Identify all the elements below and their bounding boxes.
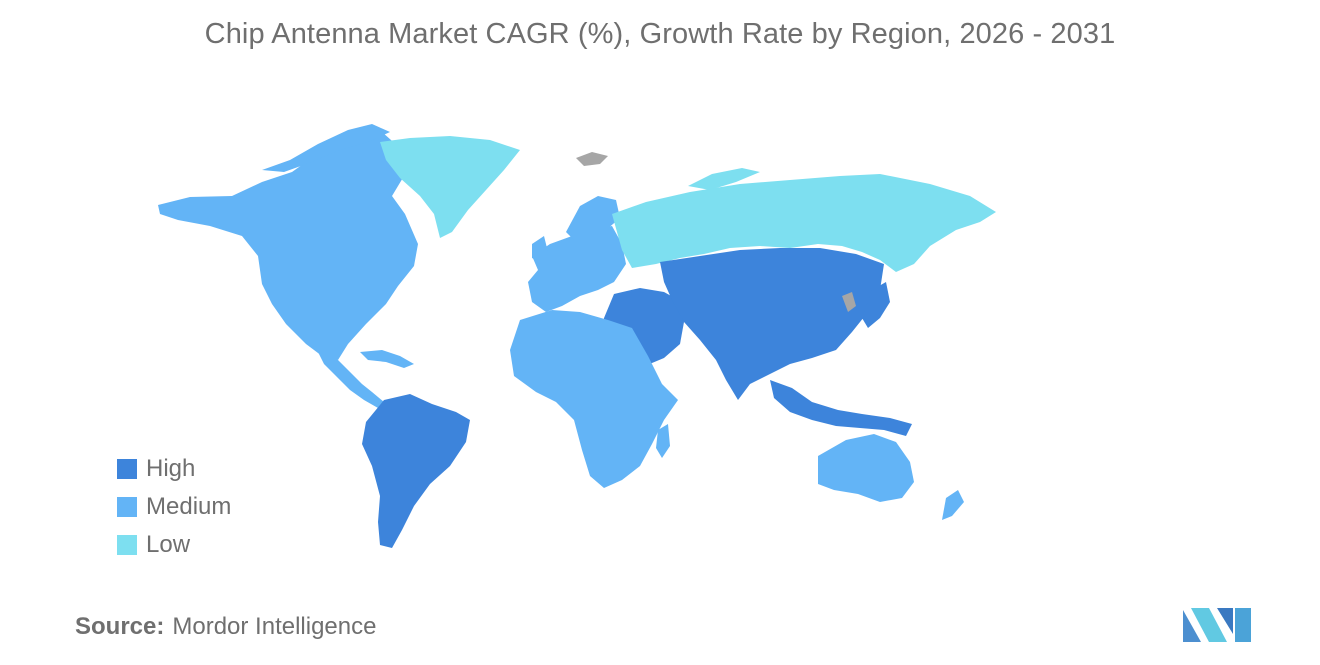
legend-label-high: High [146, 455, 196, 482]
region-central-america[interactable] [318, 352, 384, 408]
region-japan[interactable] [862, 282, 890, 328]
region-south-america[interactable] [362, 394, 470, 548]
legend-item-low: Low [117, 526, 231, 564]
region-australia[interactable] [818, 434, 914, 502]
legend-label-medium: Medium [146, 493, 232, 520]
chart-title: Chip Antenna Market CAGR (%), Growth Rat… [204, 18, 1116, 50]
region-svalbard[interactable] [576, 152, 608, 166]
source-value: Mordor Intelligence [172, 613, 377, 640]
mordor-intelligence-logo-icon [1183, 608, 1251, 642]
legend-swatch-high [117, 459, 137, 479]
region-scandinavia[interactable] [566, 196, 620, 240]
region-madagascar[interactable] [656, 424, 670, 458]
region-southeast-asia[interactable] [770, 380, 912, 436]
region-russia[interactable] [612, 174, 996, 272]
legend-item-high: High [117, 450, 231, 488]
region-arctic-islands[interactable] [262, 124, 390, 172]
region-new-zealand[interactable] [942, 490, 964, 520]
source-label: Source: [75, 613, 165, 640]
legend-swatch-low [117, 535, 137, 555]
source: Source: Mordor Intelligence [75, 613, 376, 641]
legend: High Medium Low [117, 450, 231, 564]
region-north-america[interactable] [158, 132, 418, 360]
region-africa[interactable] [510, 310, 678, 488]
region-russia-north-islands[interactable] [688, 168, 760, 190]
region-greenland[interactable] [380, 136, 520, 238]
region-caribbean[interactable] [360, 350, 414, 368]
region-asia[interactable] [660, 248, 884, 400]
region-europe[interactable] [528, 226, 626, 312]
legend-label-low: Low [146, 531, 191, 558]
region-korea[interactable] [842, 292, 856, 312]
legend-item-medium: Medium [117, 488, 231, 526]
legend-swatch-medium [117, 497, 137, 517]
region-british-isles[interactable] [532, 236, 548, 262]
